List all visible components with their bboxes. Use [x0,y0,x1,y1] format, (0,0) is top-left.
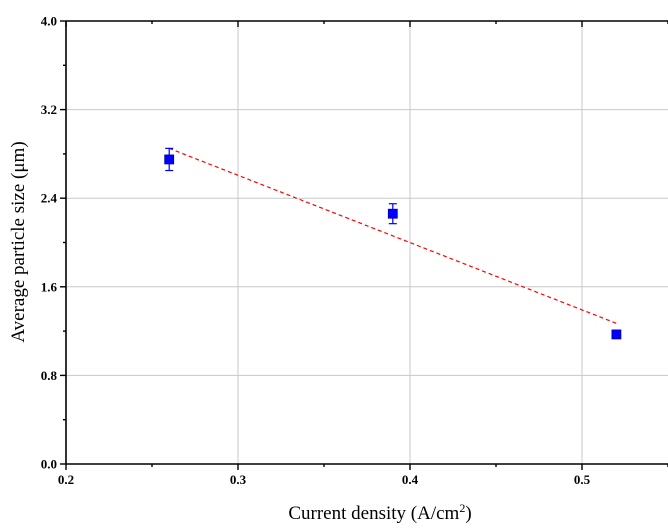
linear-fit-line [168,147,617,324]
x-tick-label: 0.2 [58,472,74,487]
grid-layer [66,21,668,464]
points-layer [164,147,622,340]
y-tick-label: 0.0 [41,457,57,472]
y-axis-title: Average particle size (μm) [8,141,29,342]
data-point-marker [611,329,622,340]
y-tick-label: 1.6 [41,279,58,294]
x-tick-label: 0.3 [230,472,247,487]
x-tick-label: 0.5 [574,472,591,487]
fit-layer [168,147,617,324]
data-point-marker [387,208,398,219]
y-tick-label: 3.2 [41,102,57,117]
axes-layer [65,20,668,465]
x-axis-title: Current density (A/cm2) [288,501,471,524]
y-tick-label: 2.4 [41,191,58,206]
ticks-layer: 0.2 0.3 0.4 0.5 0.0 0.8 1.6 2.4 3.2 4.0 [41,14,668,487]
y-tick-label: 0.8 [41,368,58,383]
x-tick-label: 0.4 [402,472,419,487]
y-tick-label: 4.0 [41,14,57,29]
data-point-marker [164,154,175,165]
